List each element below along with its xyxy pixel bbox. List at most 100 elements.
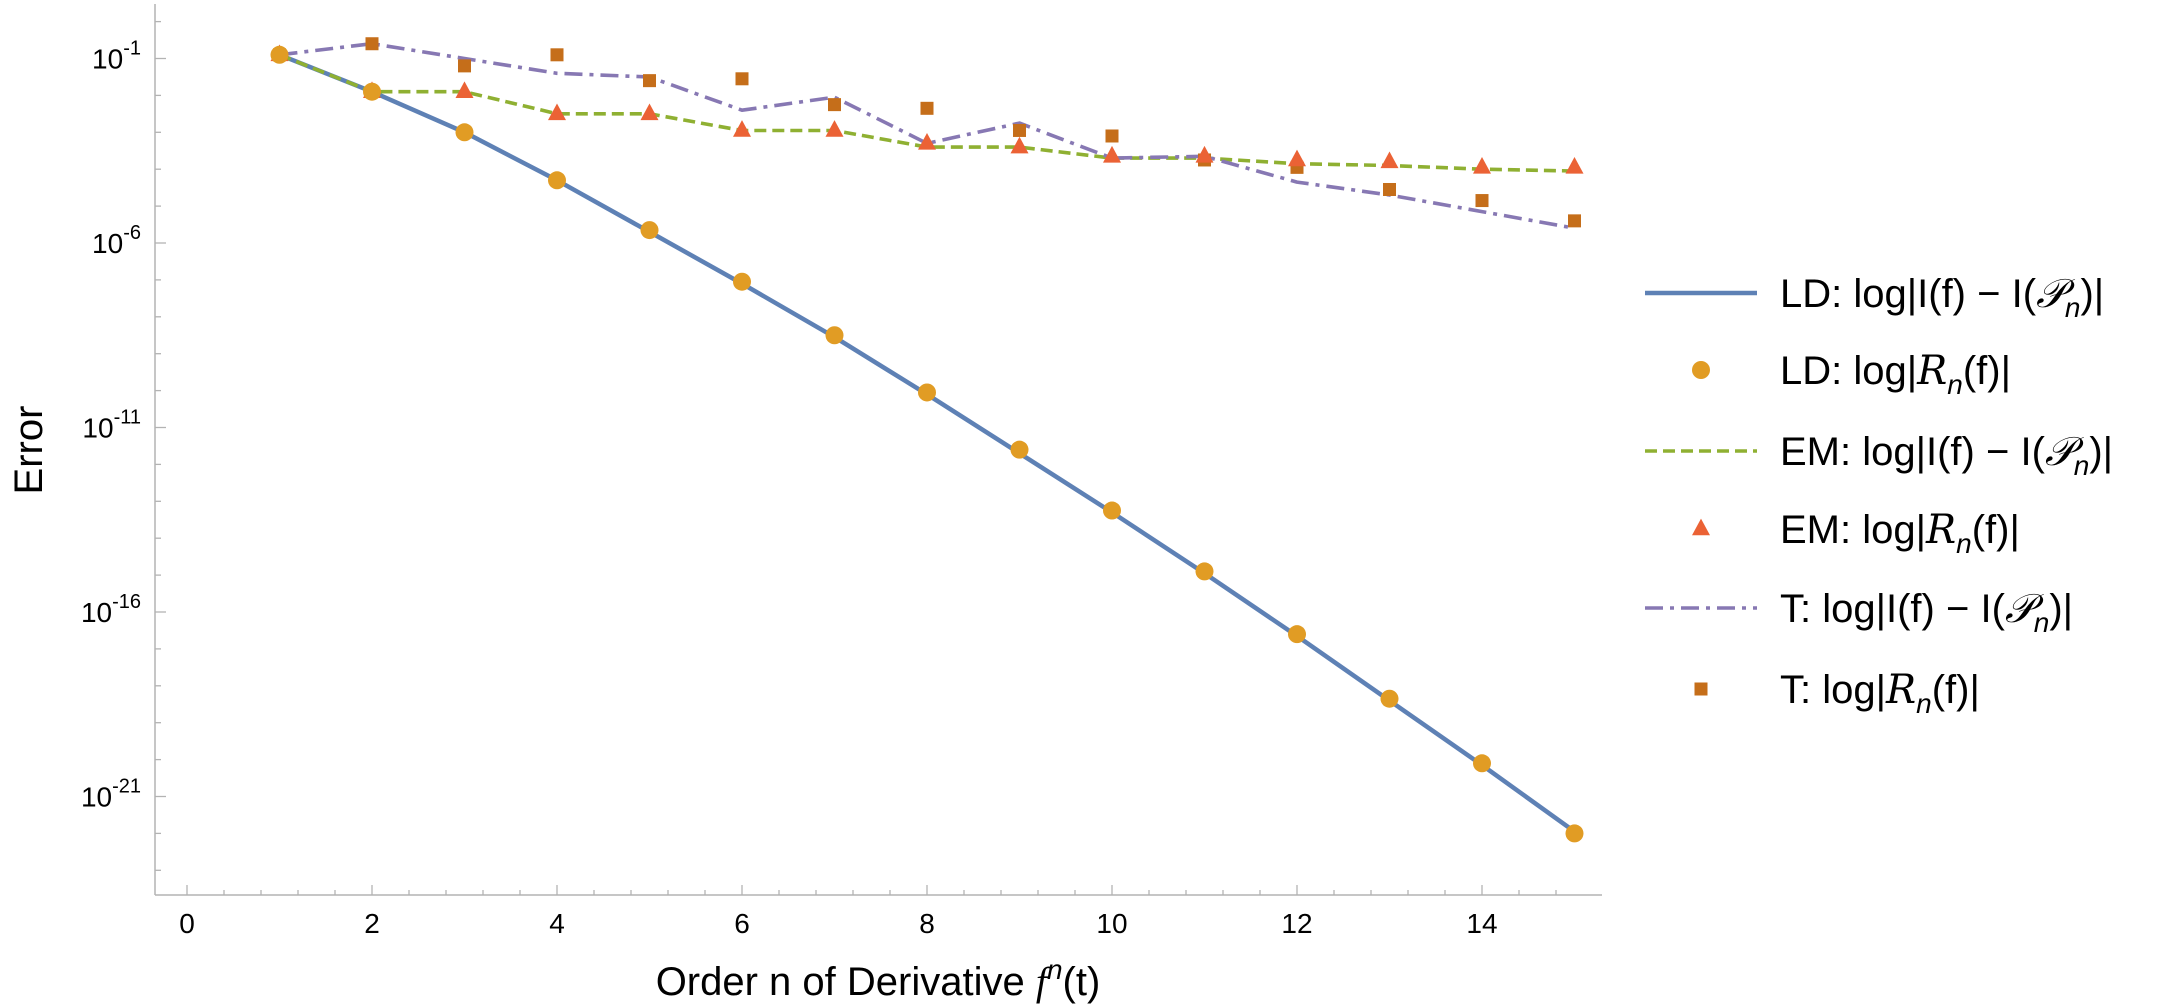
legend-item: LD: log|Rn(f)| [1692, 348, 2011, 400]
data-point [1473, 754, 1491, 773]
data-point [733, 272, 751, 291]
legend-label-subscript: n [1916, 688, 1932, 719]
y-tick-base: 10 [82, 413, 113, 444]
data-point [918, 133, 936, 150]
y-tick-base: 10 [92, 228, 123, 259]
data-point [825, 326, 844, 345]
legend-label-subscript: n [1947, 369, 1963, 400]
data-point [548, 171, 566, 190]
legend-item: T: log|Rn(f)| [1694, 667, 1980, 719]
legend-swatch [1692, 361, 1710, 379]
legend-label-suffix: (f)| [1932, 668, 1980, 712]
legend-label-prefix: T: log|I(f) − I( [1780, 587, 2006, 631]
y-tick-label: 10-16 [81, 591, 141, 628]
series-line [278, 52, 1576, 834]
x-axis-title-suffix: (t) [1063, 960, 1101, 1004]
data-point [825, 120, 844, 137]
legend-label-subscript: n [2065, 292, 2081, 323]
data-point [363, 82, 381, 101]
data-point [733, 120, 751, 137]
legend-label: EM: log|Rn(f)| [1780, 507, 2020, 559]
x-tick-label: 8 [919, 908, 935, 939]
series-0 [278, 52, 1576, 834]
y-tick-base: 10 [81, 782, 112, 813]
legend-label-suffix: )| [2049, 587, 2073, 631]
legend-label-suffix: )| [2080, 272, 2104, 316]
legend-label: T: log|Rn(f)| [1780, 667, 1980, 719]
x-tick-label: 2 [364, 908, 380, 939]
x-tick-label: 4 [549, 908, 565, 939]
y-tick-label: 10-1 [92, 38, 141, 75]
data-point [640, 221, 659, 240]
legend-label-prefix: LD: log| [1780, 349, 1917, 393]
legend-label-prefix: EM: log| [1780, 508, 1926, 552]
y-tick-label: 10-6 [92, 222, 141, 259]
x-axis-title-sup: n [1047, 954, 1063, 985]
data-point [1568, 214, 1581, 228]
data-point [1010, 136, 1029, 154]
legend-label-suffix: (f)| [1972, 508, 2020, 552]
data-point [643, 74, 656, 88]
y-tick-label: 10-21 [81, 776, 141, 813]
data-point [455, 81, 474, 99]
data-point [920, 101, 934, 115]
legend-label-prefix: LD: log|I(f) − I( [1780, 272, 2037, 316]
data-point [1383, 182, 1396, 196]
legend-label-symbol: R [1925, 507, 1956, 553]
data-point [1473, 157, 1491, 174]
data-point [1380, 151, 1399, 169]
x-axis-title-prefix: Order n of Derivative [656, 960, 1036, 1004]
data-point [550, 48, 564, 62]
data-point [270, 45, 289, 64]
legend-item: T: log|I(f) − I(𝒫n)| [1645, 586, 2073, 638]
x-tick-label: 10 [1096, 908, 1127, 939]
x-tick-label: 6 [734, 908, 750, 939]
data-point [1103, 145, 1121, 163]
x-tick-label: 0 [179, 908, 195, 939]
y-tick-exponent: -6 [123, 222, 141, 244]
legend-swatch [1692, 518, 1710, 536]
legend-item: LD: log|I(f) − I(𝒫n)| [1645, 271, 2104, 323]
data-point [365, 37, 379, 51]
data-point [1195, 145, 1214, 163]
series-2 [278, 53, 1575, 173]
series-4 [279, 41, 1575, 230]
data-point [1475, 194, 1489, 208]
legend-item: EM: log|I(f) − I(𝒫n)| [1645, 429, 2113, 481]
y-tick-label: 10-11 [82, 407, 141, 444]
data-point [1380, 689, 1399, 708]
legend-item: EM: log|Rn(f)| [1692, 507, 2020, 559]
data-point [640, 103, 659, 121]
y-tick-base: 10 [92, 44, 123, 75]
legend-label: LD: log|Rn(f)| [1780, 348, 2011, 400]
data-point [735, 72, 749, 86]
y-tick-exponent: -11 [114, 407, 141, 429]
legend-label: T: log|I(f) − I(𝒫n)| [1780, 586, 2073, 638]
x-tick-label: 14 [1466, 908, 1497, 939]
data-point [1565, 157, 1584, 174]
legend-label-suffix: (f)| [1963, 349, 2011, 393]
data-point [1288, 625, 1306, 644]
series-1 [270, 45, 1584, 843]
data-point [918, 383, 936, 402]
y-tick-base: 10 [81, 597, 112, 628]
legend-label: EM: log|I(f) − I(𝒫n)| [1780, 429, 2113, 481]
data-point [1288, 149, 1306, 167]
y-tick-exponent: -21 [112, 776, 141, 798]
data-point [458, 59, 471, 73]
y-axis-title: Error [7, 406, 51, 495]
data-point [1010, 440, 1029, 459]
data-point [1013, 123, 1026, 137]
y-tick-exponent: -16 [112, 591, 141, 613]
legend-label-symbol: R [1885, 667, 1916, 713]
legend-label-prefix: EM: log|I(f) − I( [1780, 430, 2046, 474]
data-point [455, 123, 474, 142]
legend-label: LD: log|I(f) − I(𝒫n)| [1780, 271, 2104, 323]
data-point [828, 98, 841, 112]
legend-label-subscript: n [1956, 528, 1972, 559]
series-line [278, 53, 1575, 173]
series-line [279, 41, 1575, 230]
y-tick-exponent: -1 [123, 38, 141, 60]
data-point [1565, 824, 1584, 843]
